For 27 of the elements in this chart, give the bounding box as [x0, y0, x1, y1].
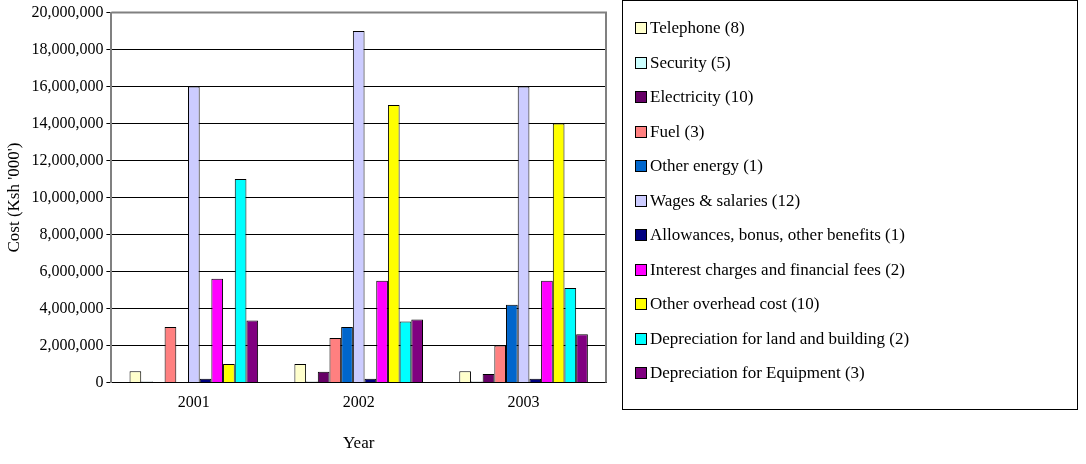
y-tick-label: 12,000,000: [31, 150, 104, 168]
y-tick-label: 18,000,000: [31, 39, 104, 57]
legend-label: Other energy (1): [650, 156, 763, 177]
legend-label: Depreciation for land and building (2): [650, 328, 910, 349]
y-tick-label: 16,000,000: [31, 76, 104, 94]
legend-label: Wages & salaries (12): [650, 190, 801, 211]
y-tick-label: 2,000,000: [39, 335, 104, 353]
legend-label: Allowances, bonus, other benefits (1): [650, 225, 905, 246]
legend-label: Telephone (8): [650, 18, 745, 39]
legend-label: Depreciation for Equipment (3): [650, 363, 865, 384]
y-tick-label: 6,000,000: [39, 261, 104, 279]
x-axis-title: Year: [343, 433, 375, 453]
y-tick-label: 0: [95, 372, 104, 390]
y-axis-title: Cost (Ksh '000'): [3, 142, 23, 253]
legend-label: Security (5): [650, 52, 731, 73]
y-tick-label: 8,000,000: [39, 224, 104, 242]
legend-label: Other overhead cost (10): [650, 294, 820, 315]
x-tick-label: 2003: [507, 393, 540, 411]
x-tick-label: 2002: [342, 393, 375, 411]
x-tick-label: 2001: [177, 393, 210, 411]
y-tick-label: 14,000,000: [31, 113, 104, 131]
y-tick-label: 4,000,000: [39, 298, 104, 316]
y-tick-label: 20,000,000: [31, 2, 104, 20]
legend-label: Fuel (3): [650, 121, 705, 142]
legend-label: Electricity (10): [650, 87, 754, 108]
legend-label: Interest charges and financial fees (2): [650, 259, 906, 280]
y-tick-label: 10,000,000: [31, 187, 104, 205]
